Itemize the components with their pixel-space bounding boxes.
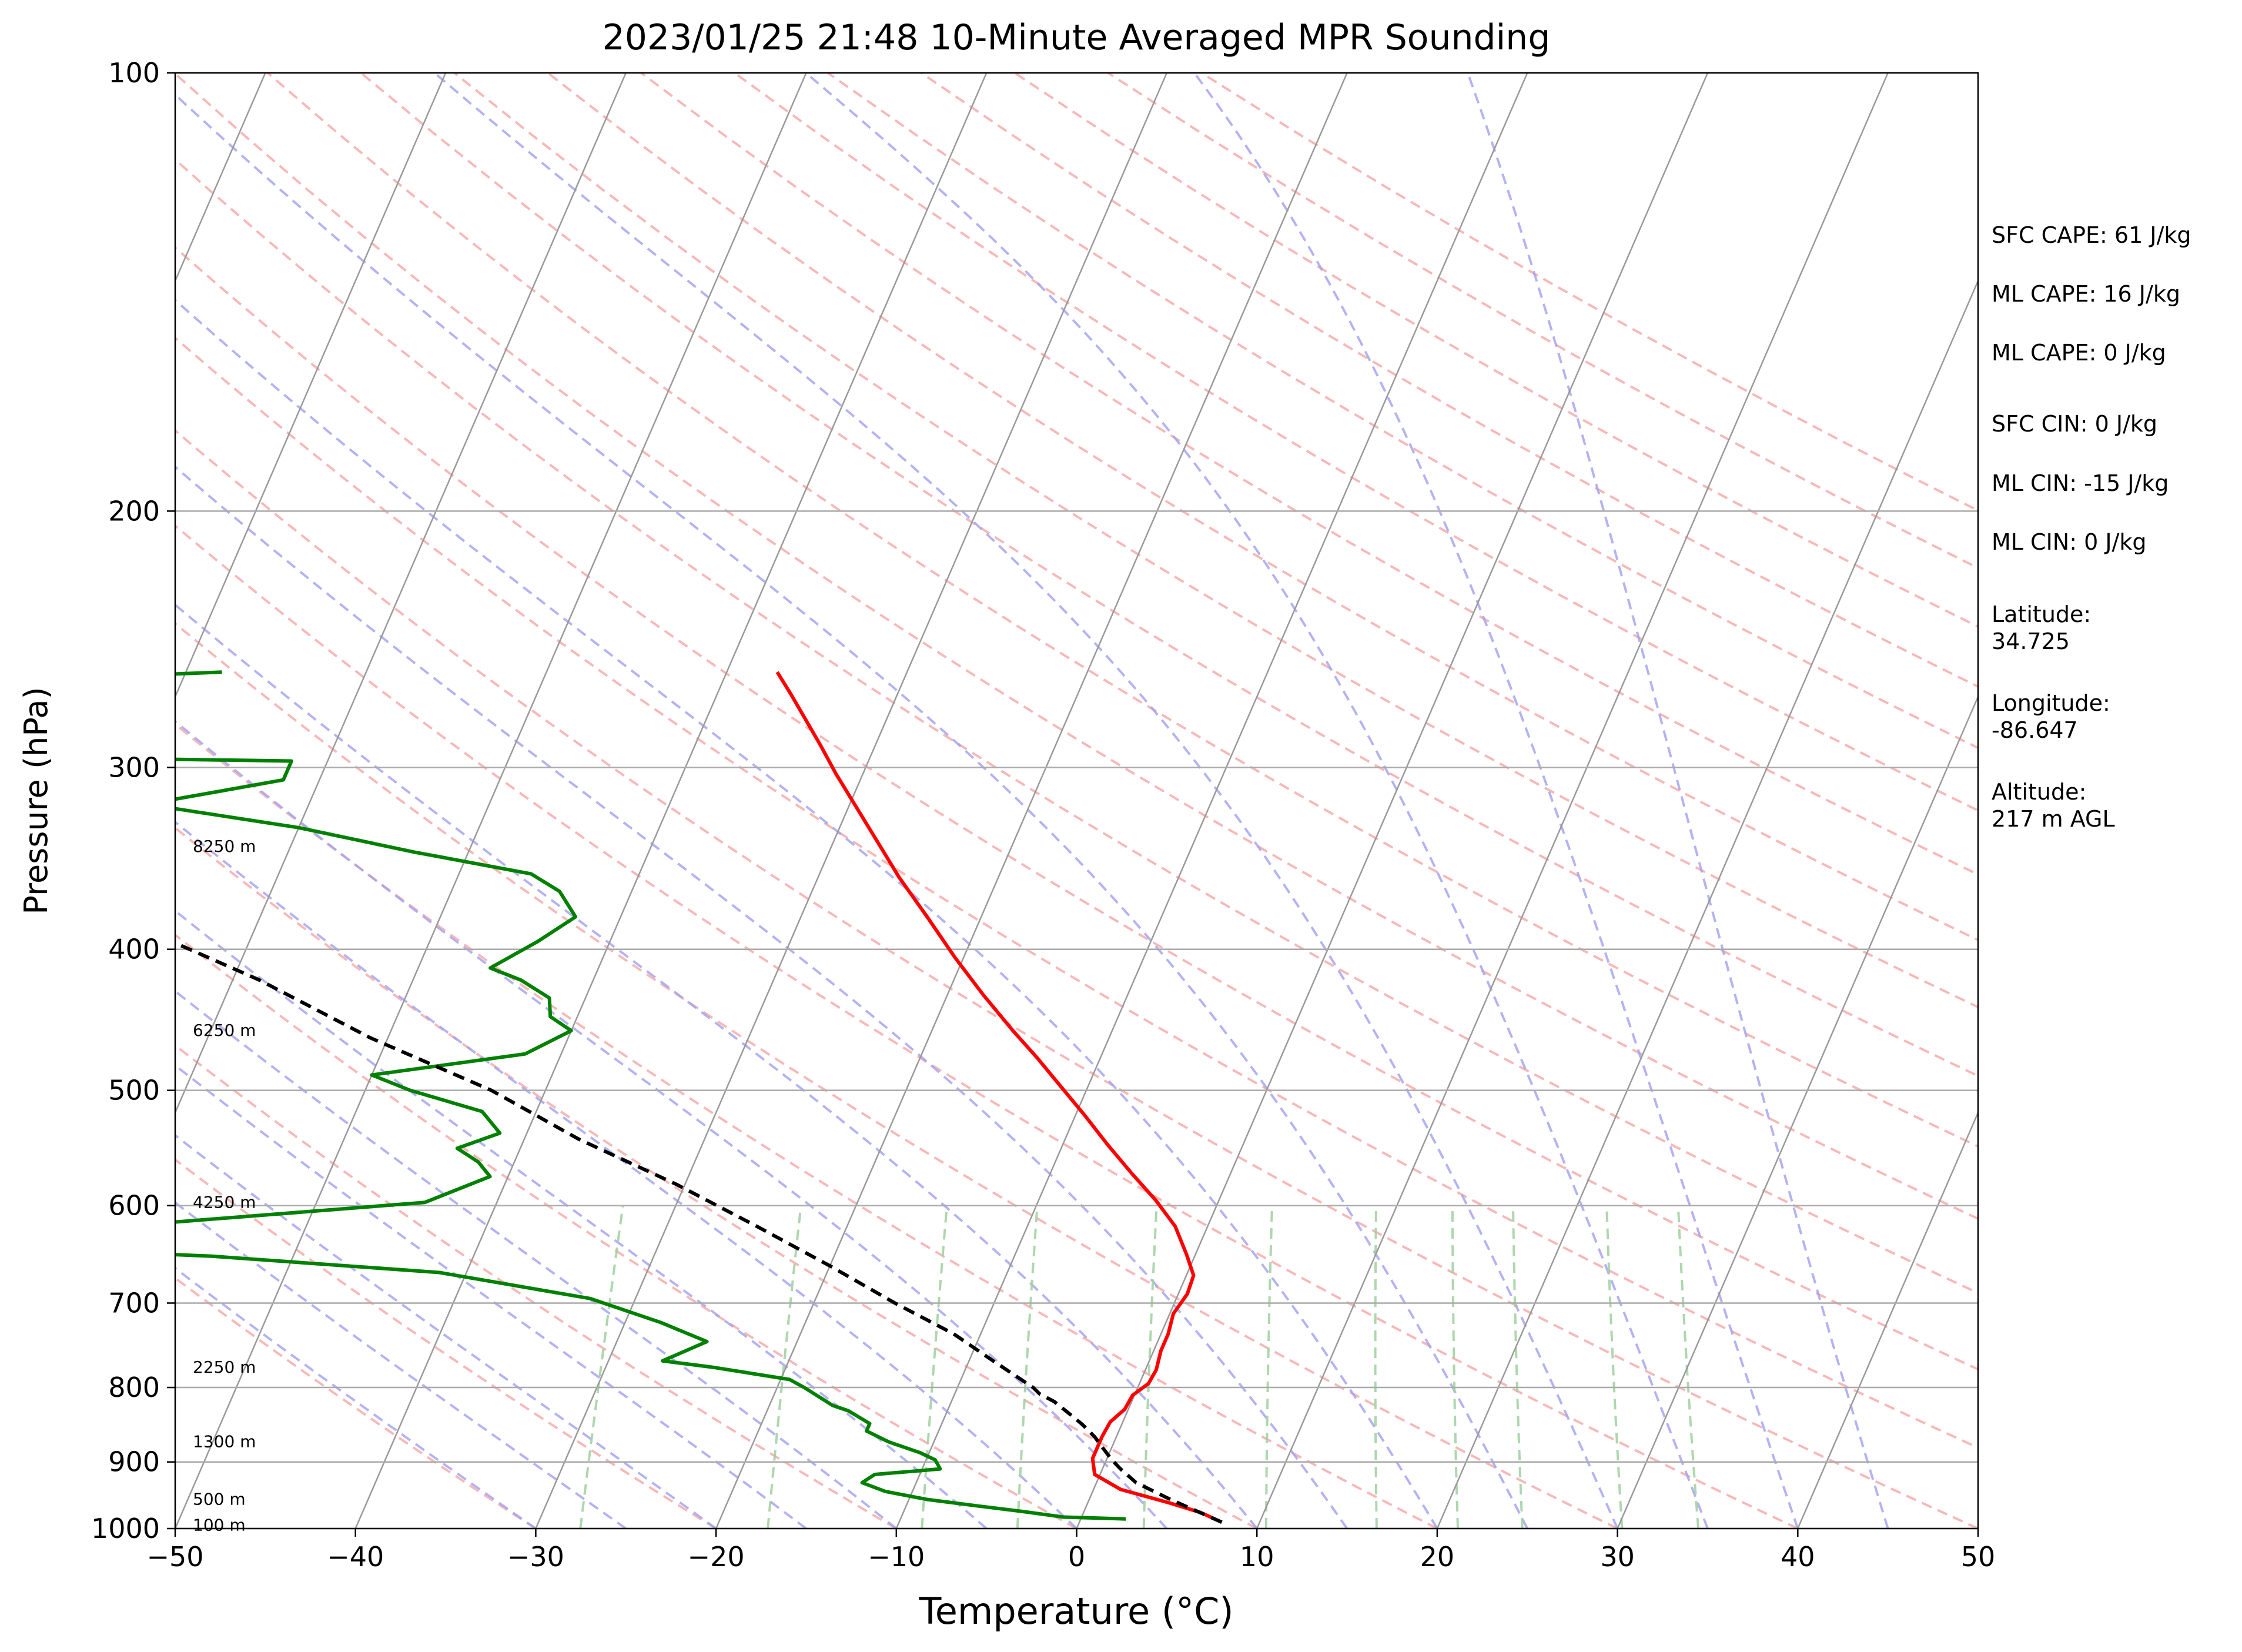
dry-adiabat-line (175, 1158, 717, 1529)
dry-adiabat-line (175, 933, 1078, 1529)
altitude-value: Altitude: 217 m AGL (1992, 779, 2115, 832)
height-label: 100 m (193, 1516, 246, 1535)
moist-adiabat-line (175, 820, 1078, 1529)
x-tick-label: 10 (1240, 1541, 1274, 1573)
longitude-value: Longitude: -86.647 (1992, 690, 2110, 743)
moist-adiabat-line (175, 603, 1258, 1529)
moist-adiabat-line (1467, 73, 1889, 1529)
moist-adiabat-line (175, 465, 1348, 1529)
data-series (175, 670, 1223, 1524)
y-tick-label: 300 (108, 751, 160, 783)
dry-adiabat-line (175, 246, 1978, 1371)
x-tick-label: 30 (1600, 1541, 1635, 1573)
y-tick-label: 600 (108, 1190, 160, 1222)
height-label: 1300 m (193, 1432, 256, 1452)
x-tick-label: −30 (507, 1541, 564, 1573)
x-tick-label: −20 (688, 1541, 745, 1573)
dry-adiabat-line (175, 622, 1618, 1529)
height-label: 4250 m (193, 1192, 256, 1212)
moist-adiabat-line (1193, 73, 1799, 1529)
dry-adiabat-line (640, 73, 1978, 876)
moist-adiabat-line (175, 1266, 537, 1529)
dry-adiabat-line (175, 336, 1978, 1449)
sfc-cin-value: SFC CIN: 0 J/kg (1992, 411, 2158, 437)
ml-cape-value-2: ML CAPE: 0 J/kg (1992, 340, 2166, 366)
isotherm-line (354, 73, 988, 1529)
y-tick-label: 800 (108, 1372, 160, 1403)
dewpoint-profile-line (175, 670, 1126, 1521)
y-tick-label: 100 (108, 57, 160, 89)
height-label: 2250 m (193, 1357, 256, 1377)
y-tick-label: 500 (108, 1075, 160, 1106)
dry-adiabat-line (547, 73, 1978, 942)
isotherm-line (175, 73, 807, 1529)
moist-adiabat-line (805, 73, 1709, 1529)
x-tick-label: 40 (1781, 1541, 1815, 1573)
x-tick-label: −40 (327, 1541, 384, 1573)
dry-adiabat-line (734, 73, 1978, 812)
x-tick-label: −10 (868, 1541, 925, 1573)
moist-adiabat-line (175, 1133, 717, 1529)
x-tick-label: 20 (1420, 1541, 1455, 1573)
y-axis-ticks: 100 200 300 400 500 600 700 800 900 1000 (91, 57, 175, 1544)
moist-adiabat-line (175, 93, 1529, 1529)
sfc-cape-value: SFC CAPE: 61 J/kg (1992, 222, 2191, 248)
isotherm-line (1617, 695, 1978, 1529)
isotherm-line (1797, 1111, 1978, 1529)
isotherm-line (1256, 73, 1889, 1529)
height-labels: 8250 m 6250 m 4250 m 2250 m 1300 m 500 m 100 m (193, 837, 256, 1535)
moist-adiabat-line (175, 1064, 807, 1529)
x-tick-label: 50 (1961, 1541, 1996, 1573)
y-tick-label: 1000 (91, 1513, 160, 1544)
isotherm-line (175, 73, 627, 1115)
dry-adiabat-line (175, 826, 1258, 1529)
isotherm-line (175, 73, 447, 699)
moist-adiabat-line (433, 73, 1619, 1529)
latitude-value: Latitude: 34.725 (1992, 601, 2092, 654)
y-tick-label: 900 (108, 1446, 160, 1478)
moist-adiabat-line (175, 989, 898, 1529)
ml-cin-value: ML CIN: -15 J/kg (1992, 470, 2169, 496)
chart-title: 2023/01/25 21:48 10-Minute Averaged MPR … (603, 17, 1551, 58)
background-lines (175, 73, 1978, 1529)
height-label: 500 m (193, 1489, 246, 1509)
x-tick-label: −50 (146, 1541, 203, 1573)
height-label: 6250 m (193, 1021, 256, 1040)
x-tick-label: 0 (1068, 1541, 1085, 1573)
y-tick-label: 200 (108, 495, 160, 527)
dry-adiabat-line (175, 73, 1978, 1220)
moist-adiabat-line (175, 298, 1438, 1529)
y-axis-label: Pressure (hPa) (18, 687, 55, 914)
dry-adiabat-line (175, 158, 1978, 1295)
dry-adiabat-line (175, 429, 1978, 1529)
isotherm-line (1436, 279, 1978, 1529)
y-tick-label: 400 (108, 934, 160, 965)
moist-adiabat-line (175, 1201, 627, 1529)
x-axis-label: Temperature (°C) (918, 1590, 1233, 1633)
isotherm-line (715, 73, 1348, 1529)
moist-adiabat-line (175, 720, 1168, 1529)
parcel-profile-line (175, 941, 1223, 1524)
isotherm-line (1076, 73, 1709, 1529)
isotherm-line (895, 73, 1528, 1529)
ml-cin-value-2: ML CIN: 0 J/kg (1992, 529, 2147, 555)
height-label: 8250 m (193, 837, 256, 856)
temperature-profile-line (775, 671, 1223, 1524)
x-axis-ticks: −50 −40 −30 −20 −10 0 10 20 30 40 50 (146, 1529, 1995, 1573)
ml-cape-value: ML CAPE: 16 J/kg (1992, 281, 2180, 307)
y-tick-label: 700 (108, 1287, 160, 1319)
dry-adiabat-line (175, 524, 1799, 1529)
